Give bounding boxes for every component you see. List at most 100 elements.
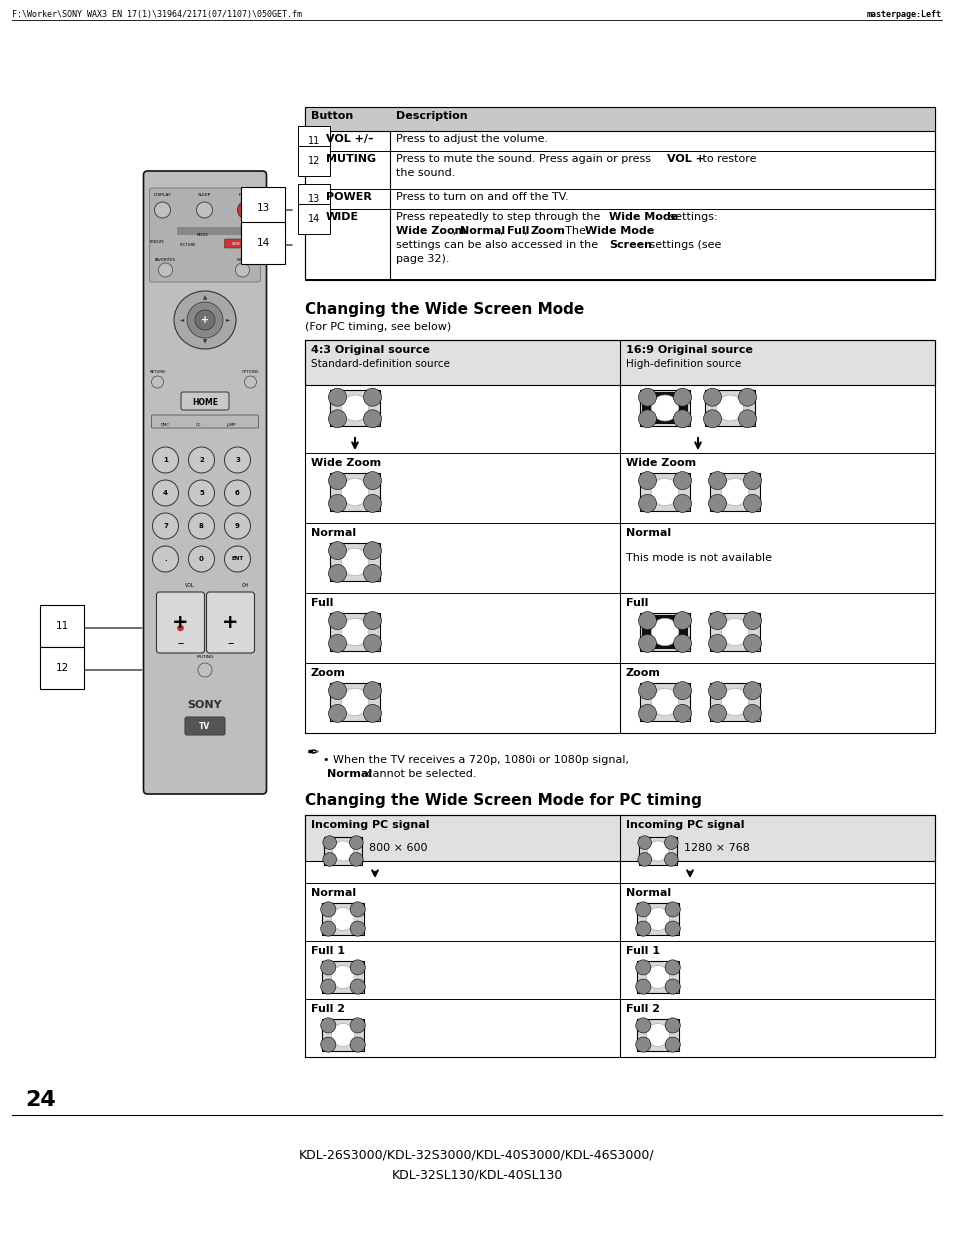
- Circle shape: [663, 836, 678, 850]
- Circle shape: [363, 494, 381, 513]
- Circle shape: [664, 979, 679, 994]
- Text: VOL +: VOL +: [666, 154, 704, 164]
- Bar: [330, 390, 379, 426]
- Ellipse shape: [331, 908, 355, 930]
- Text: Standard-definition source: Standard-definition source: [311, 359, 450, 369]
- Text: HOME: HOME: [192, 398, 218, 408]
- Circle shape: [320, 979, 335, 994]
- Circle shape: [635, 960, 650, 974]
- Bar: [709, 683, 760, 721]
- Bar: [177, 227, 247, 235]
- Circle shape: [638, 635, 656, 652]
- Text: 1280 × 768: 1280 × 768: [683, 844, 749, 853]
- Circle shape: [673, 611, 691, 630]
- Ellipse shape: [341, 619, 369, 646]
- Circle shape: [708, 611, 726, 630]
- Text: +: +: [201, 315, 209, 325]
- Text: WIDE: WIDE: [232, 242, 241, 246]
- Circle shape: [198, 663, 212, 677]
- Ellipse shape: [341, 395, 369, 421]
- Circle shape: [189, 546, 214, 572]
- Circle shape: [189, 513, 214, 538]
- Circle shape: [638, 494, 656, 513]
- Text: Full: Full: [311, 598, 333, 608]
- Ellipse shape: [720, 478, 748, 505]
- Ellipse shape: [333, 841, 353, 861]
- Ellipse shape: [341, 478, 369, 505]
- Ellipse shape: [331, 966, 355, 988]
- Text: Wide Zoom: Wide Zoom: [395, 226, 466, 236]
- Circle shape: [638, 852, 651, 866]
- Text: 16:9 Original source: 16:9 Original source: [625, 345, 752, 354]
- Text: VOL +/–: VOL +/–: [326, 135, 374, 144]
- FancyBboxPatch shape: [181, 391, 229, 410]
- Text: CH: CH: [241, 583, 249, 588]
- Circle shape: [235, 263, 250, 277]
- Text: Incoming PC signal: Incoming PC signal: [625, 820, 743, 830]
- Ellipse shape: [720, 688, 748, 715]
- Circle shape: [742, 611, 760, 630]
- Ellipse shape: [646, 1024, 669, 1046]
- Ellipse shape: [173, 291, 235, 350]
- Text: FAVORITES: FAVORITES: [154, 258, 175, 262]
- Circle shape: [742, 494, 760, 513]
- Text: F:\Worker\SONY WAX3 EN 17(1)\31964/2171(07/1107)\050GET.fm: F:\Worker\SONY WAX3 EN 17(1)\31964/2171(…: [12, 10, 302, 19]
- Circle shape: [320, 1018, 335, 1032]
- Text: ✒: ✒: [307, 745, 319, 760]
- Text: SLEEP: SLEEP: [197, 193, 211, 198]
- Text: . The: . The: [558, 226, 589, 236]
- Circle shape: [708, 704, 726, 722]
- Ellipse shape: [646, 908, 669, 930]
- Bar: [637, 961, 679, 993]
- Circle shape: [742, 635, 760, 652]
- Circle shape: [702, 410, 720, 427]
- Text: Changing the Wide Screen Mode for PC timing: Changing the Wide Screen Mode for PC tim…: [305, 793, 701, 808]
- Circle shape: [328, 704, 346, 722]
- Text: Description: Description: [395, 111, 467, 121]
- Circle shape: [708, 494, 726, 513]
- Text: ,: ,: [499, 226, 506, 236]
- Text: +: +: [172, 613, 189, 632]
- Text: Press to turn on and off the TV.: Press to turn on and off the TV.: [395, 191, 568, 203]
- Text: ◄: ◄: [180, 317, 184, 322]
- Bar: [709, 613, 760, 651]
- Bar: [305, 107, 934, 280]
- Text: Wide Mode: Wide Mode: [584, 226, 654, 236]
- Circle shape: [350, 921, 365, 936]
- Circle shape: [177, 625, 183, 631]
- Bar: [330, 543, 379, 580]
- Text: the sound.: the sound.: [395, 168, 455, 178]
- Circle shape: [350, 979, 365, 994]
- Bar: [639, 683, 689, 721]
- Text: Zoom: Zoom: [311, 668, 346, 678]
- Text: ENT: ENT: [232, 557, 243, 562]
- Text: 800 × 600: 800 × 600: [369, 844, 427, 853]
- FancyBboxPatch shape: [156, 592, 204, 653]
- Text: High-definition source: High-definition source: [625, 359, 740, 369]
- Circle shape: [742, 704, 760, 722]
- Text: Normal: Normal: [327, 769, 372, 779]
- Bar: [330, 683, 379, 721]
- Text: MUTING: MUTING: [196, 655, 213, 659]
- Circle shape: [350, 960, 365, 974]
- Circle shape: [189, 447, 214, 473]
- Circle shape: [328, 410, 346, 427]
- Circle shape: [152, 546, 178, 572]
- Text: RETURN: RETURN: [150, 370, 165, 374]
- Circle shape: [664, 921, 679, 936]
- Text: +: +: [222, 613, 238, 632]
- Text: –: –: [227, 637, 233, 650]
- Text: Normal: Normal: [459, 226, 504, 236]
- Text: KDL-32SL130/KDL-40SL130: KDL-32SL130/KDL-40SL130: [391, 1168, 562, 1181]
- FancyBboxPatch shape: [224, 240, 248, 248]
- Circle shape: [738, 410, 756, 427]
- Circle shape: [152, 447, 178, 473]
- Text: ►: ►: [226, 317, 230, 322]
- Circle shape: [363, 472, 381, 489]
- Text: • When the TV receives a 720p, 1080i or 1080p signal,: • When the TV receives a 720p, 1080i or …: [323, 755, 628, 764]
- Bar: [324, 837, 361, 864]
- Text: 14: 14: [256, 238, 270, 248]
- Circle shape: [320, 1037, 335, 1052]
- Circle shape: [638, 388, 656, 406]
- Text: 5: 5: [199, 490, 204, 496]
